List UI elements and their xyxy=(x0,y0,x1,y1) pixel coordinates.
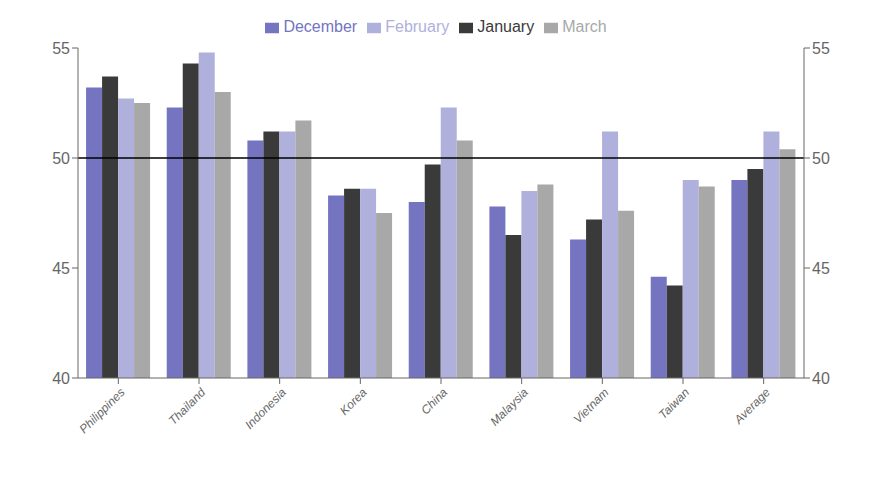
svg-text:50: 50 xyxy=(52,150,70,167)
svg-text:Korea: Korea xyxy=(337,385,370,418)
svg-text:40: 40 xyxy=(52,370,70,387)
svg-text:45: 45 xyxy=(812,260,830,277)
svg-text:Thailand: Thailand xyxy=(166,385,209,428)
svg-text:55: 55 xyxy=(812,40,830,57)
html-text:January: January xyxy=(477,18,535,35)
svg-text:Philippines: Philippines xyxy=(77,385,128,436)
svg-text:50: 50 xyxy=(812,150,830,167)
svg-text:Average: Average xyxy=(731,385,773,427)
svg-text:Taiwan: Taiwan xyxy=(656,385,693,422)
html-text:March: March xyxy=(562,18,607,35)
svg-text:Malaysia: Malaysia xyxy=(487,385,531,429)
svg-text:China: China xyxy=(418,385,450,417)
svg-text:55: 55 xyxy=(52,40,70,57)
svg-text:45: 45 xyxy=(52,260,70,277)
html-text:February: February xyxy=(385,18,450,35)
svg-text:Indonesia: Indonesia xyxy=(242,385,289,432)
html-text:December: December xyxy=(283,18,358,35)
svg-text:40: 40 xyxy=(812,370,830,387)
svg-text:Vietnam: Vietnam xyxy=(571,385,612,426)
